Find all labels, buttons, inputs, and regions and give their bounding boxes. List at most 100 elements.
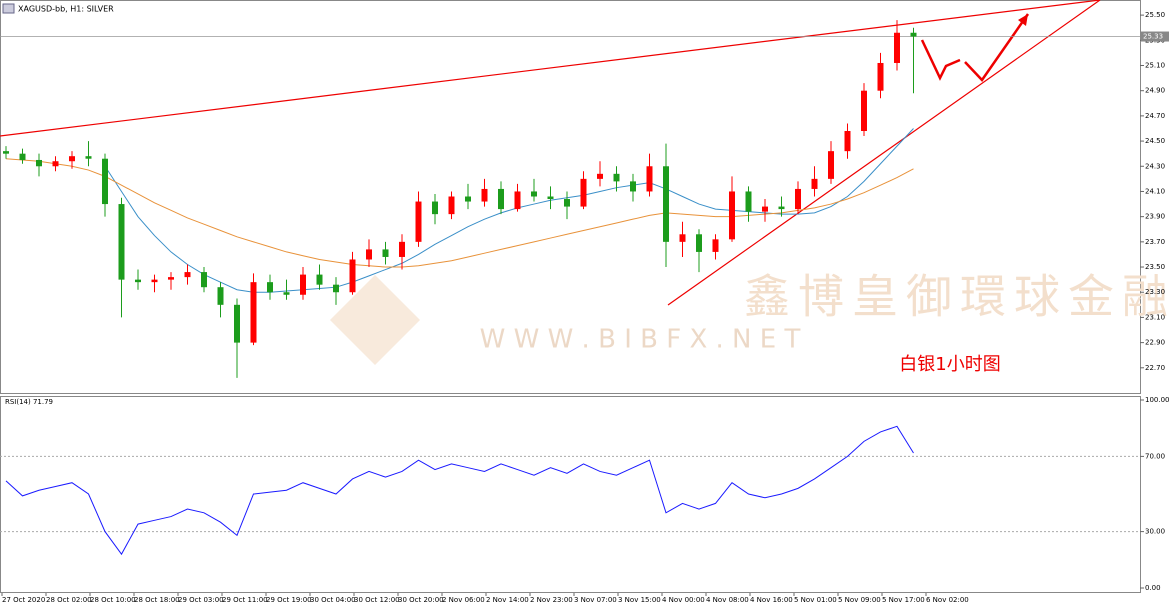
rsi-title: RSI(14) 71.79 bbox=[5, 398, 53, 406]
moving-average bbox=[5, 158, 914, 268]
candle-body bbox=[36, 159, 42, 167]
y-tick-label: 23.90 bbox=[1145, 213, 1165, 221]
candle-body bbox=[267, 282, 273, 293]
candle-body bbox=[481, 188, 488, 202]
candle-body bbox=[3, 151, 9, 154]
x-tick-label: 30 Oct 04:00 bbox=[310, 596, 356, 604]
x-tick-label: 2 Nov 06:00 bbox=[442, 596, 485, 604]
last-price-box bbox=[1141, 31, 1169, 42]
y-tick-label: 0.00 bbox=[1145, 584, 1161, 592]
candle-body bbox=[415, 201, 422, 242]
candle-body bbox=[52, 161, 59, 167]
candle-body bbox=[712, 239, 719, 252]
y-tick-label: 100.00 bbox=[1145, 396, 1170, 404]
y-tick-label: 70.00 bbox=[1145, 452, 1165, 460]
y-tick-label: 22.70 bbox=[1145, 364, 1165, 372]
trend-line bbox=[0, 0, 1101, 137]
x-tick-label: 4 Nov 16:00 bbox=[750, 596, 793, 604]
candle-body bbox=[168, 277, 174, 280]
arrow-head bbox=[1018, 14, 1028, 26]
trend-line bbox=[667, 0, 1101, 306]
y-tick-label: 25.10 bbox=[1145, 62, 1165, 70]
chart-title: XAGUSD-bb, H1: SILVER bbox=[18, 5, 114, 14]
rsi-panel bbox=[0, 396, 1141, 593]
x-tick-label: 5 Nov 01:00 bbox=[794, 596, 837, 604]
candle-body bbox=[448, 196, 455, 215]
x-tick-label: 4 Nov 08:00 bbox=[706, 596, 749, 604]
candle-body bbox=[613, 173, 620, 182]
x-tick-label: 29 Oct 19:00 bbox=[266, 596, 312, 604]
y-tick-label: 24.10 bbox=[1145, 187, 1165, 195]
candle-body bbox=[118, 204, 125, 280]
candle-body bbox=[399, 241, 405, 257]
candle-body bbox=[762, 206, 768, 212]
x-tick-label: 6 Nov 02:00 bbox=[926, 596, 969, 604]
y-tick-label: 22.90 bbox=[1145, 339, 1165, 347]
x-tick-label: 2 Nov 14:00 bbox=[486, 596, 529, 604]
candle-body bbox=[382, 249, 389, 257]
candle-body bbox=[696, 234, 702, 252]
arrow bbox=[964, 13, 1030, 82]
rsi-line bbox=[5, 425, 914, 556]
y-tick-label: 23.10 bbox=[1145, 313, 1165, 321]
candle-body bbox=[828, 151, 834, 179]
x-tick-label: 29 Oct 11:00 bbox=[222, 596, 268, 604]
candle-body bbox=[778, 206, 785, 210]
icon bbox=[2, 3, 15, 14]
price-panel bbox=[0, 0, 1141, 394]
x-tick-label: 2 Nov 23:00 bbox=[530, 596, 573, 604]
candle-body bbox=[630, 181, 636, 192]
y-tick-label: 24.30 bbox=[1145, 162, 1165, 170]
moving-average bbox=[104, 128, 914, 293]
x-tick-label: 30 Oct 12:00 bbox=[354, 596, 400, 604]
candle-body bbox=[19, 153, 26, 160]
annotation: 白银1小时图 bbox=[899, 354, 1000, 375]
candle-body bbox=[745, 191, 752, 212]
candle-body bbox=[217, 287, 224, 305]
candle-body bbox=[514, 191, 521, 210]
x-tick-label: 5 Nov 17:00 bbox=[882, 596, 925, 604]
candle-body bbox=[679, 234, 686, 242]
candle-body bbox=[366, 249, 372, 260]
candle-body bbox=[729, 191, 735, 240]
watermark: 鑫博皇御環球金融 bbox=[744, 270, 1170, 324]
candle-body bbox=[85, 156, 92, 159]
candle-body bbox=[877, 62, 884, 91]
x-tick-label: 28 Oct 02:00 bbox=[46, 596, 92, 604]
x-tick-label: 28 Oct 18:00 bbox=[134, 596, 180, 604]
x-tick-label: 3 Nov 07:00 bbox=[574, 596, 617, 604]
y-tick-label: 24.70 bbox=[1145, 112, 1165, 120]
candle-body bbox=[795, 188, 801, 210]
candle-body bbox=[69, 156, 75, 162]
candle-body bbox=[894, 32, 900, 63]
x-tick-label: 28 Oct 10:00 bbox=[90, 596, 136, 604]
candle-body bbox=[646, 166, 653, 192]
candle-body bbox=[151, 279, 158, 283]
candle-body bbox=[250, 282, 257, 343]
candle-body bbox=[184, 272, 191, 278]
candle-body bbox=[102, 158, 108, 205]
candle-body bbox=[135, 279, 141, 283]
x-tick-label: 30 Oct 20:00 bbox=[398, 596, 444, 604]
candle-body bbox=[663, 166, 669, 242]
x-tick-label: 4 Nov 00:00 bbox=[662, 596, 705, 604]
watermark-logo bbox=[330, 275, 420, 365]
candle-body bbox=[300, 274, 306, 295]
candle-body bbox=[349, 259, 356, 293]
candle-body bbox=[861, 90, 867, 131]
candle-body bbox=[910, 32, 917, 37]
candle-body bbox=[580, 178, 587, 207]
y-tick-label: 23.30 bbox=[1145, 288, 1165, 296]
x-tick-label: 29 Oct 03:00 bbox=[178, 596, 224, 604]
arrow bbox=[920, 39, 961, 81]
y-tick-label: 23.70 bbox=[1145, 238, 1165, 246]
y-tick-label: 25.50 bbox=[1145, 11, 1165, 19]
x-tick-label: 27 Oct 2020 bbox=[2, 596, 45, 604]
candle-body bbox=[547, 196, 554, 200]
candle-body bbox=[465, 196, 471, 202]
candle-body bbox=[811, 178, 818, 189]
y-tick-label: 24.50 bbox=[1145, 137, 1165, 145]
watermark-url: W W W . B I B F X . N E T bbox=[480, 325, 801, 355]
